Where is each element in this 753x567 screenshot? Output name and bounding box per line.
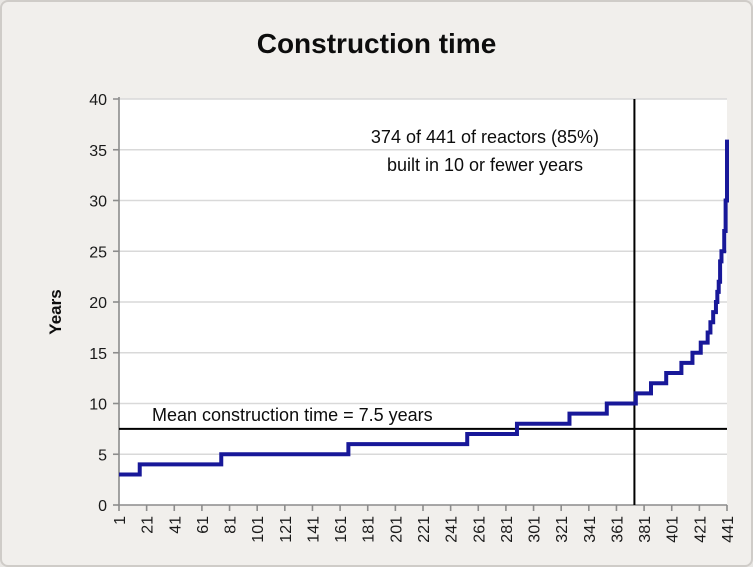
annotation-reactors-line2: built in 10 or fewer years [387,155,583,175]
y-tick-label: 0 [98,498,107,515]
x-tick-label: 181 [361,516,378,543]
x-tick-label: 221 [416,516,433,543]
y-tick-label: 15 [89,346,107,363]
x-tick-label: 321 [554,516,571,543]
x-tick-label: 61 [195,516,212,534]
x-tick-label: 261 [471,516,488,543]
y-tick-label: 25 [89,244,107,261]
x-tick-label: 401 [665,516,682,543]
x-tick-label: 421 [692,516,709,543]
x-tick-label: 381 [637,516,654,543]
y-tick-label: 35 [89,143,107,160]
x-tick-label: 201 [388,516,405,543]
chart-title: Construction time [256,28,497,59]
x-tick-label: 141 [305,516,322,543]
x-tick-label: 301 [527,516,544,543]
y-tick-label: 10 [89,397,107,414]
y-tick-label: 30 [89,194,107,211]
y-tick-label: 40 [89,92,107,109]
x-tick-label: 441 [720,516,737,543]
mean-line-label: Mean construction time = 7.5 years [152,405,433,425]
x-tick-label: 81 [223,516,240,534]
x-tick-label: 101 [250,516,267,543]
annotation-reactors-line1: 374 of 441 of reactors (85%) [371,127,599,147]
x-tick-label: 361 [609,516,626,543]
x-tick-label: 161 [333,516,350,543]
x-tick-label: 241 [444,516,461,543]
x-tick-label: 21 [140,516,157,534]
y-tick-label: 5 [98,447,107,464]
reference-lines [119,99,727,505]
x-tick-label: 281 [499,516,516,543]
x-tick-label: 1 [112,516,129,525]
axes [113,97,728,511]
y-axis-title: Years [46,289,65,335]
construction-time-series [119,139,729,477]
x-tick-label: 121 [278,516,295,543]
x-tick-label: 341 [582,516,599,543]
y-tick-label: 20 [89,295,107,312]
data-series [119,139,729,477]
x-tick-label: 41 [167,516,184,534]
